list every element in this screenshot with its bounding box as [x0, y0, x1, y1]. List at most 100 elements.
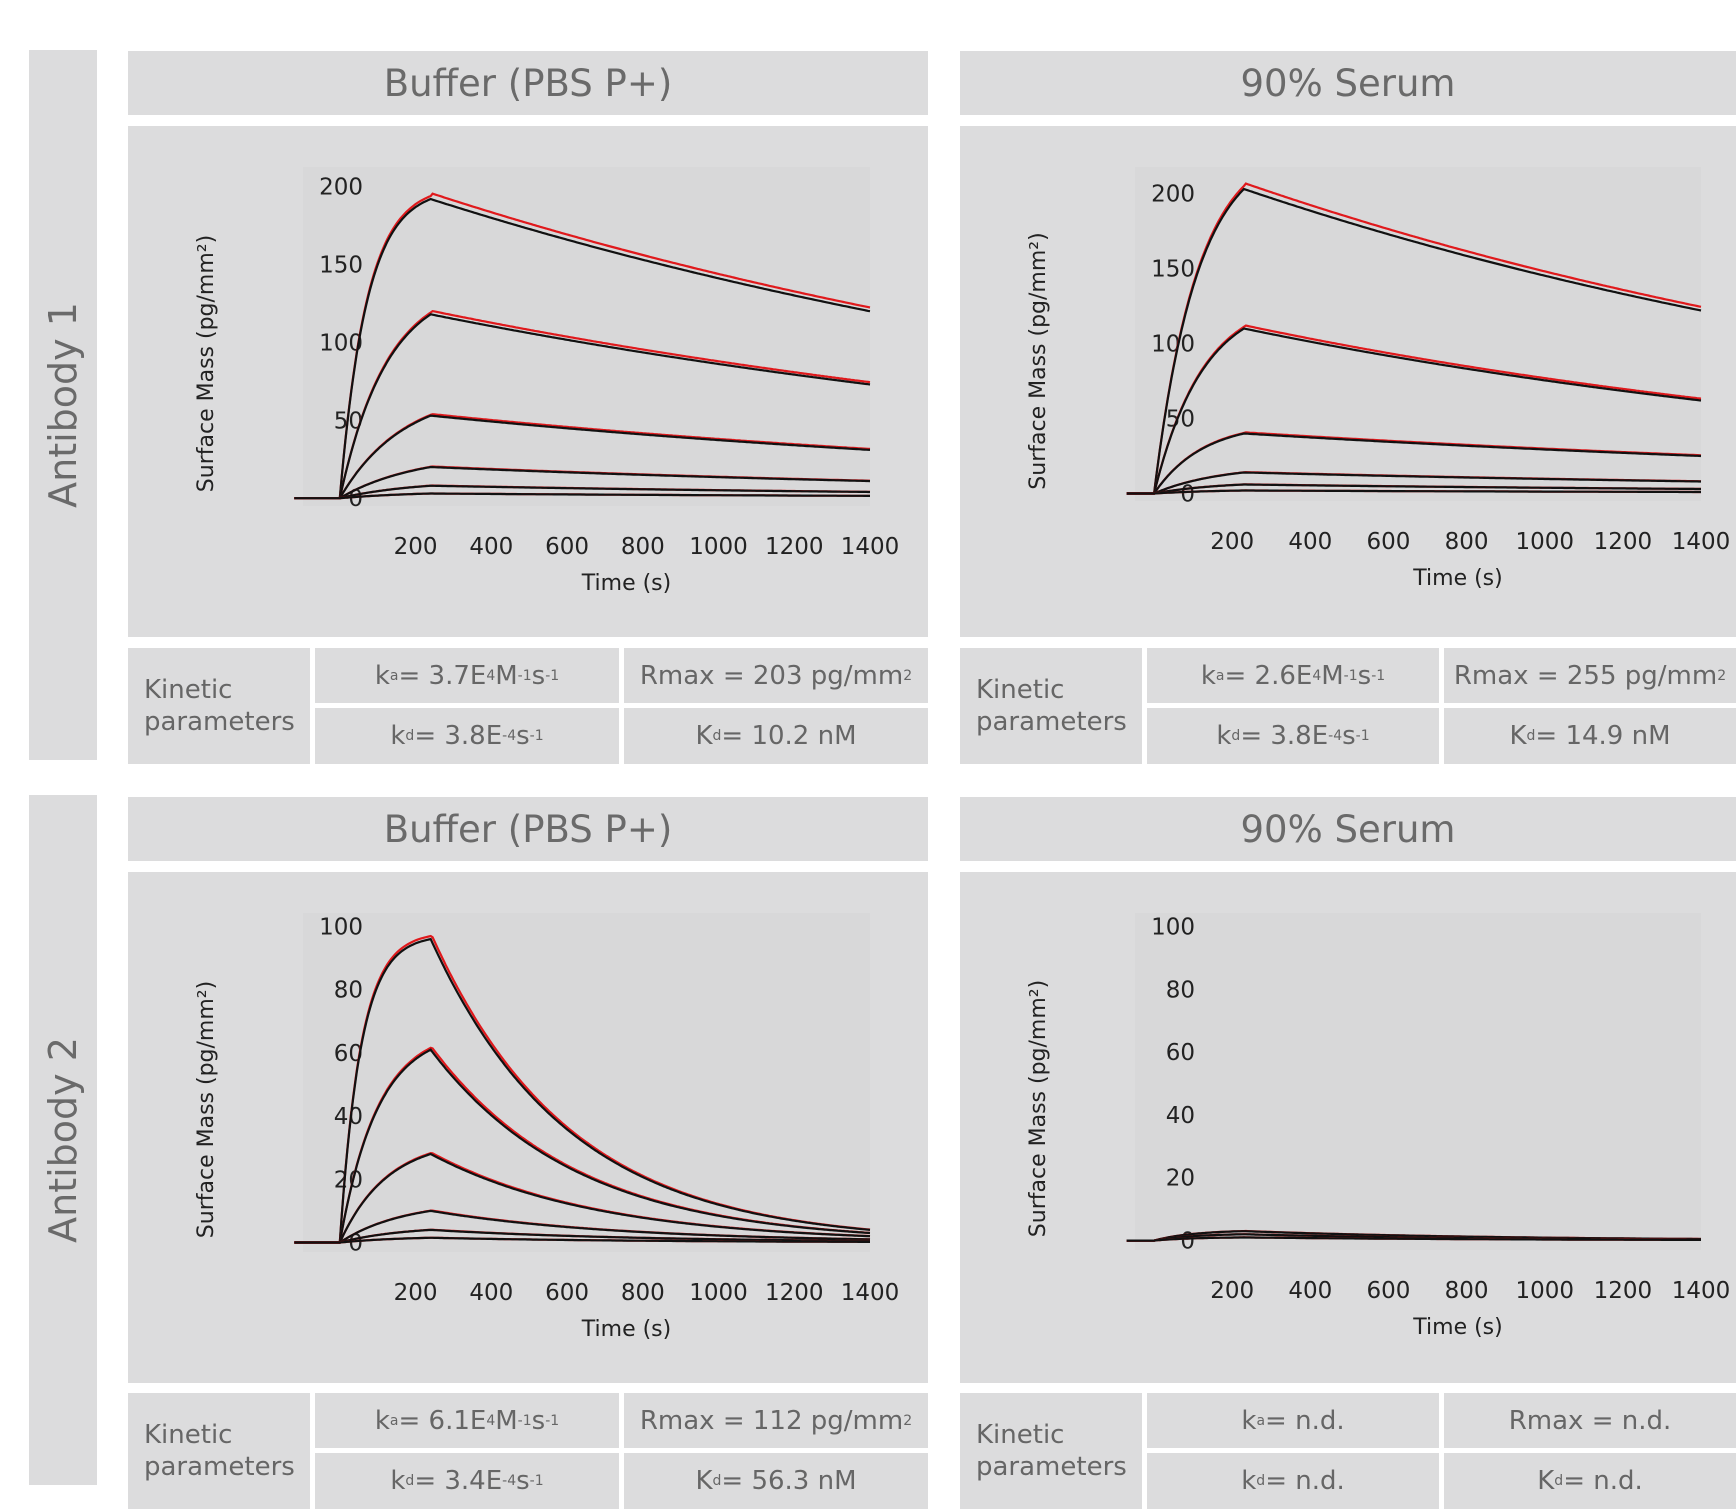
- kinetic-text: -1: [529, 728, 544, 744]
- row-label-text: Antibody 1: [41, 302, 85, 508]
- y-tick-label: 80: [334, 978, 363, 1004]
- rmax-value: Rmax = 112 pg/mm 2: [624, 1393, 928, 1448]
- x-tick-label: 400: [1288, 1278, 1332, 1304]
- rmax-value: Rmax = n.d.: [1444, 1393, 1736, 1448]
- kinetic-text: -4: [1328, 728, 1343, 744]
- kinetic-text: k: [390, 721, 406, 751]
- kinetic-text: = 3.8E: [414, 721, 503, 751]
- y-axis-label: Surface Mass (pg/mm²): [194, 981, 219, 1238]
- x-tick-label: 600: [1367, 1278, 1411, 1304]
- kinetic-text: -1: [1371, 667, 1386, 684]
- y-tick-label: 40: [334, 1104, 363, 1130]
- y-tick-label: 80: [1166, 977, 1195, 1003]
- y-tick-label: 0: [1180, 1229, 1195, 1255]
- kinetic-text: s: [531, 660, 546, 691]
- series-fit-line: [1126, 483, 1701, 495]
- kinetic-text: K: [695, 1466, 713, 1496]
- kinetic-text: M: [1321, 660, 1344, 691]
- y-axis-label: Surface Mass (pg/mm²): [194, 235, 219, 492]
- series-fit-line: [294, 313, 871, 500]
- kinetic-text: k: [1200, 660, 1216, 691]
- x-tick-label: 1400: [841, 534, 900, 560]
- kinetic-text: Rmax = 112 pg/mm: [639, 1405, 904, 1436]
- y-tick-label: 100: [319, 914, 363, 940]
- kinetic-text: -1: [529, 1473, 544, 1489]
- kinetic-text: a: [389, 667, 399, 684]
- kinetic-text: Kinetic parameters: [976, 675, 1127, 737]
- kinetic-text: k: [1216, 721, 1232, 751]
- x-tick-label: 600: [545, 1280, 589, 1306]
- kinetic-text: = 10.2 nM: [721, 721, 857, 751]
- x-tick-label: 1200: [1594, 1278, 1653, 1304]
- kinetic-text: s: [516, 1466, 530, 1496]
- y-tick-label: 100: [1151, 332, 1195, 358]
- kinetic-text: a: [389, 1412, 399, 1429]
- kinetic-text: a: [1256, 1412, 1266, 1429]
- kinetic-text: s: [1357, 660, 1372, 691]
- kinetic-text: s: [516, 721, 530, 751]
- kinetic-text: d: [712, 1473, 722, 1489]
- kinetic-parameters-label: Kinetic parameters: [960, 648, 1142, 764]
- y-tick-label: 100: [1151, 914, 1195, 940]
- series-fit-line: [294, 465, 871, 500]
- x-axis-label: Time (s): [581, 571, 671, 596]
- row-label-text: Antibody 2: [41, 1037, 85, 1243]
- row-label-antibody-1: Antibody 1: [29, 50, 97, 760]
- series-fit-line: [294, 484, 870, 500]
- kinetic-text: K: [1537, 1466, 1555, 1496]
- kinetic-table: Kinetic parameters k a = 3.7E 4 M -1 s -1 k d =…: [128, 648, 928, 764]
- kinetic-table: Kinetic parameters k a = n.d. k d = n.d. Rmax…: [960, 1393, 1736, 1509]
- y-tick-label: 150: [1151, 257, 1195, 283]
- kinetic-text: s: [1342, 721, 1356, 751]
- kinetic-text: = n.d.: [1265, 1466, 1345, 1496]
- kinetic-parameters-label: Kinetic parameters: [128, 648, 310, 764]
- series-fit-line: [294, 197, 871, 500]
- y-axis-label: Surface Mass (pg/mm²): [1026, 232, 1051, 489]
- kinetic-text: -4: [502, 1473, 517, 1489]
- series-fit-line: [294, 1152, 871, 1244]
- x-tick-label: 800: [1445, 529, 1489, 555]
- kinetic-text: -1: [1355, 728, 1370, 744]
- x-tick-label: 200: [394, 1280, 438, 1306]
- series-fit-line: [294, 414, 871, 500]
- x-tick-label: 1200: [765, 1280, 824, 1306]
- series-fit-line: [294, 1228, 870, 1244]
- series-fit-line: [294, 1236, 870, 1244]
- kinetic-text: = 3.8E: [1240, 721, 1329, 751]
- row-label-antibody-2: Antibody 2: [29, 795, 97, 1485]
- kinetic-text: = 6.1E: [398, 1405, 487, 1436]
- x-tick-label: 1000: [689, 1280, 748, 1306]
- kinetic-text: -1: [545, 1412, 560, 1429]
- series-fit-line: [1126, 1236, 1701, 1242]
- kinetic-text: Kinetic parameters: [144, 675, 295, 737]
- x-tick-label: 400: [469, 1280, 513, 1306]
- kinetic-text: K: [1509, 721, 1527, 751]
- y-tick-label: 20: [1166, 1166, 1195, 1192]
- x-axis-label: Time (s): [1412, 1315, 1502, 1340]
- series-measured-line: [1126, 182, 1702, 495]
- y-tick-label: 200: [1151, 182, 1195, 208]
- series-fit-line: [1126, 489, 1701, 495]
- y-axis-label: Surface Mass (pg/mm²): [1026, 980, 1051, 1237]
- kinetic-text: -1: [1343, 667, 1358, 684]
- kinetic-text: Rmax = 203 pg/mm: [639, 660, 904, 691]
- kinetic-text: M: [495, 660, 518, 691]
- kinetic-text: -1: [517, 1412, 532, 1429]
- plot-area: [303, 913, 870, 1252]
- kinetic-text: d: [405, 1473, 415, 1489]
- x-tick-label: 1400: [1672, 529, 1731, 555]
- kinetic-text: M: [495, 1405, 518, 1436]
- series-fit-line: [294, 1209, 871, 1244]
- kinetic-text: s: [531, 1405, 546, 1436]
- x-tick-label: 200: [394, 534, 438, 560]
- series-fit-line: [294, 1048, 871, 1244]
- kinetic-text: 2: [903, 1412, 913, 1429]
- kinetic-text: Kinetic parameters: [144, 1420, 295, 1482]
